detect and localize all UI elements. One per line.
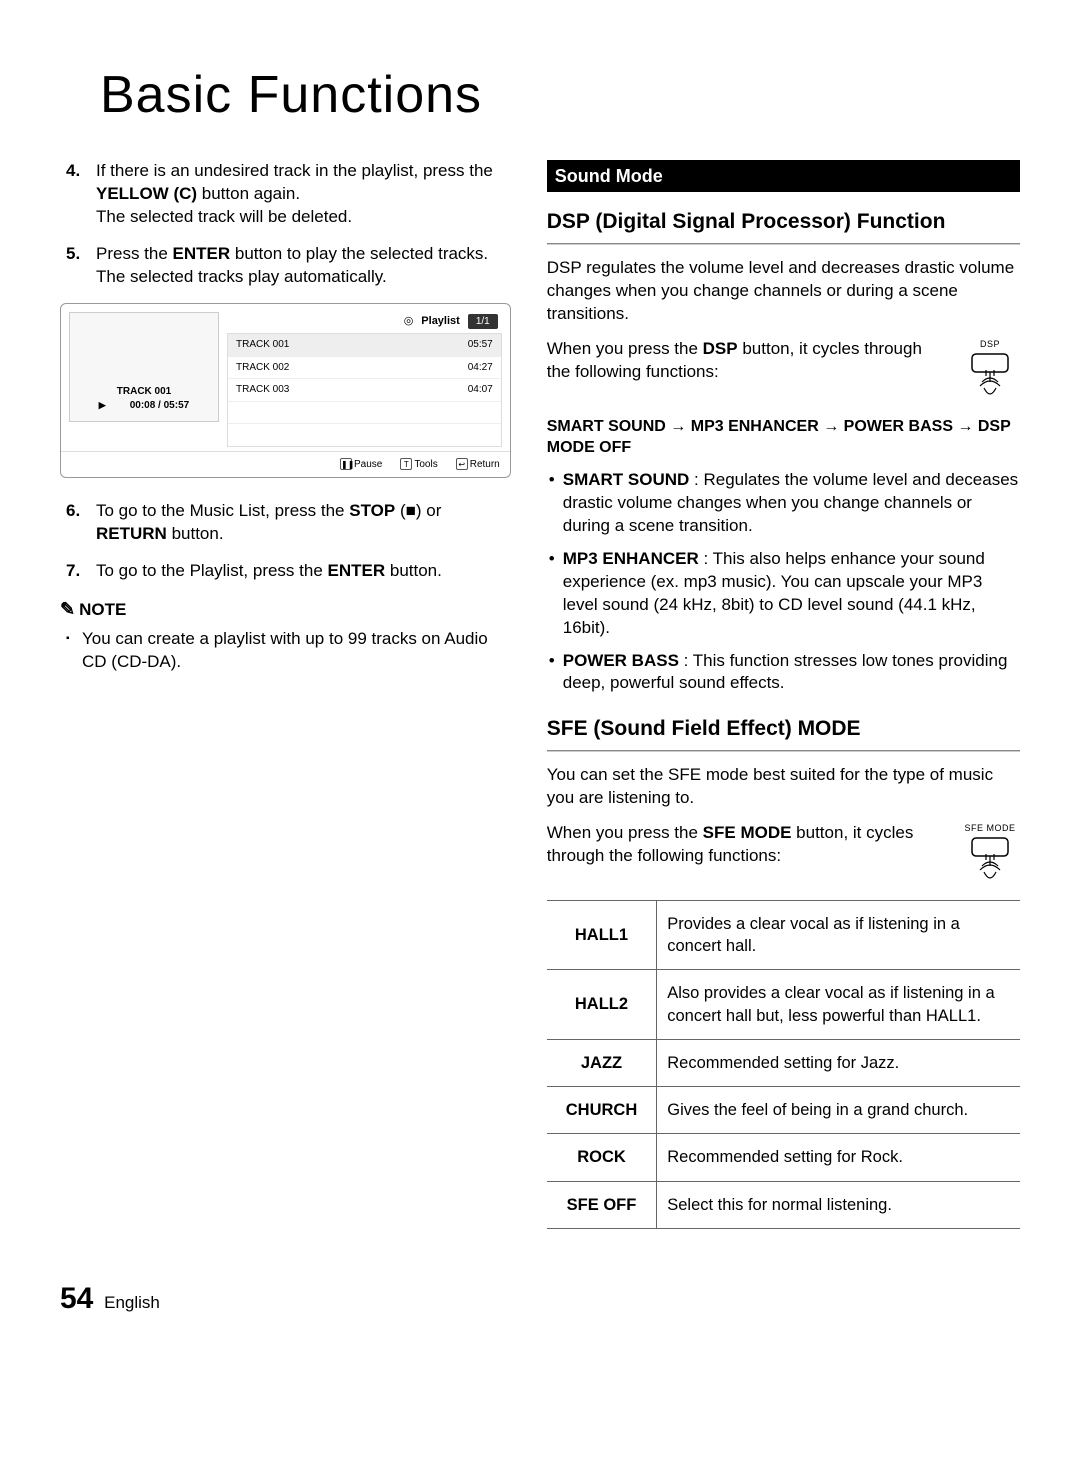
playlist-row: TRACK 00204:27 bbox=[228, 357, 501, 380]
dsp-bullet-power-bass: POWER BASS : This function stresses low … bbox=[563, 650, 1020, 696]
step-text: If there is an undesired track in the pl… bbox=[96, 161, 493, 180]
playlist-screenshot: TRACK 001 ▶00:08 / 05:57 ◎ Playlist 1/1 … bbox=[60, 303, 511, 479]
sfe-key: SFE OFF bbox=[547, 1181, 657, 1228]
step-text: Press the bbox=[96, 244, 173, 263]
sfe-val: Also provides a clear vocal as if listen… bbox=[657, 970, 1020, 1040]
step-number: 4. bbox=[66, 160, 80, 183]
enter-label: ENTER bbox=[328, 561, 386, 580]
playlist-row bbox=[228, 424, 501, 446]
sfe-key: ROCK bbox=[547, 1134, 657, 1181]
dsp-press-text: When you press the DSP button, it cycles… bbox=[547, 338, 950, 384]
step-6: 6. To go to the Music List, press the ST… bbox=[96, 500, 511, 546]
table-row: HALL1Provides a clear vocal as if listen… bbox=[547, 900, 1020, 970]
playlist-artwork: TRACK 001 ▶00:08 / 05:57 bbox=[69, 312, 219, 422]
dsp-bullet-smart-sound: SMART SOUND : Regulates the volume level… bbox=[563, 469, 1020, 538]
page-language: English bbox=[104, 1293, 160, 1312]
step-number: 6. bbox=[66, 500, 80, 523]
step-4: 4. If there is an undesired track in the… bbox=[96, 160, 511, 229]
step-5: 5. Press the ENTER button to play the se… bbox=[96, 243, 511, 289]
dsp-cycle: SMART SOUND → MP3 ENHANCER → POWER BASS … bbox=[547, 416, 1020, 459]
sfe-press-text: When you press the SFE MODE button, it c… bbox=[547, 822, 950, 868]
dsp-heading: DSP (Digital Signal Processor) Function bbox=[547, 208, 1020, 236]
sfe-key: JAZZ bbox=[547, 1039, 657, 1086]
step-text: The selected tracks play automatically. bbox=[96, 267, 387, 286]
step-text: button again. bbox=[197, 184, 300, 203]
step-text: or bbox=[422, 501, 442, 520]
table-row: CHURCHGives the feel of being in a grand… bbox=[547, 1087, 1020, 1134]
stop-symbol: (■) bbox=[395, 501, 421, 520]
step-text: To go to the Music List, press the bbox=[96, 501, 349, 520]
stop-label: STOP bbox=[349, 501, 395, 520]
step-text: To go to the Playlist, press the bbox=[96, 561, 328, 580]
playlist-row: TRACK 00105:57 bbox=[228, 334, 501, 357]
playlist-count: 1/1 bbox=[468, 314, 498, 330]
yellow-c-label: YELLOW (C) bbox=[96, 184, 197, 203]
step-text: button to play the selected tracks. bbox=[230, 244, 488, 263]
note-heading: ✎NOTE bbox=[60, 597, 511, 622]
sfe-intro: You can set the SFE mode best suited for… bbox=[547, 764, 1020, 810]
sfe-val: Provides a clear vocal as if listening i… bbox=[657, 900, 1020, 970]
sfe-button-icon: SFE MODE bbox=[960, 822, 1020, 888]
dsp-button-icon: DSP bbox=[960, 338, 1020, 404]
table-row: SFE OFFSelect this for normal listening. bbox=[547, 1181, 1020, 1228]
playlist-time: ▶00:08 / 05:57 bbox=[70, 397, 218, 419]
step-text: button. bbox=[167, 524, 224, 543]
table-row: HALL2Also provides a clear vocal as if l… bbox=[547, 970, 1020, 1040]
enter-label: ENTER bbox=[173, 244, 231, 263]
table-row: JAZZRecommended setting for Jazz. bbox=[547, 1039, 1020, 1086]
step-text: The selected track will be deleted. bbox=[96, 207, 352, 226]
sfe-val: Recommended setting for Jazz. bbox=[657, 1039, 1020, 1086]
playlist-row: TRACK 00304:07 bbox=[228, 379, 501, 402]
return-label: RETURN bbox=[96, 524, 167, 543]
return-control: ↩Return bbox=[456, 458, 500, 472]
tools-control: TTools bbox=[400, 458, 437, 472]
pause-control: ❚❚Pause bbox=[340, 458, 382, 472]
playlist-label: Playlist bbox=[421, 314, 460, 329]
cd-icon: ◎ bbox=[404, 314, 414, 329]
step-text: button. bbox=[385, 561, 442, 580]
sfe-key: CHURCH bbox=[547, 1087, 657, 1134]
note-body: You can create a playlist with up to 99 … bbox=[60, 628, 511, 674]
playlist-row bbox=[228, 402, 501, 425]
table-row: ROCKRecommended setting for Rock. bbox=[547, 1134, 1020, 1181]
page-footer: 54 English bbox=[60, 1279, 1020, 1320]
sfe-table: HALL1Provides a clear vocal as if listen… bbox=[547, 900, 1020, 1229]
sfe-key: HALL1 bbox=[547, 900, 657, 970]
sfe-heading: SFE (Sound Field Effect) MODE bbox=[547, 715, 1020, 743]
playlist-track-caption: TRACK 001 bbox=[70, 381, 218, 399]
right-column: Sound Mode DSP (Digital Signal Processor… bbox=[547, 160, 1020, 1229]
step-number: 7. bbox=[66, 560, 80, 583]
note-icon: ✎ bbox=[60, 599, 75, 619]
page-title: Basic Functions bbox=[100, 60, 1020, 130]
left-column: 4. If there is an undesired track in the… bbox=[60, 160, 511, 1229]
page-number: 54 bbox=[60, 1282, 93, 1315]
dsp-intro: DSP regulates the volume level and decre… bbox=[547, 257, 1020, 326]
section-bar-sound-mode: Sound Mode bbox=[547, 160, 1020, 192]
step-number: 5. bbox=[66, 243, 80, 266]
sfe-val: Select this for normal listening. bbox=[657, 1181, 1020, 1228]
dsp-bullet-mp3-enhancer: MP3 ENHANCER : This also helps enhance y… bbox=[563, 548, 1020, 640]
sfe-val: Gives the feel of being in a grand churc… bbox=[657, 1087, 1020, 1134]
step-7: 7. To go to the Playlist, press the ENTE… bbox=[96, 560, 511, 583]
sfe-key: HALL2 bbox=[547, 970, 657, 1040]
sfe-val: Recommended setting for Rock. bbox=[657, 1134, 1020, 1181]
